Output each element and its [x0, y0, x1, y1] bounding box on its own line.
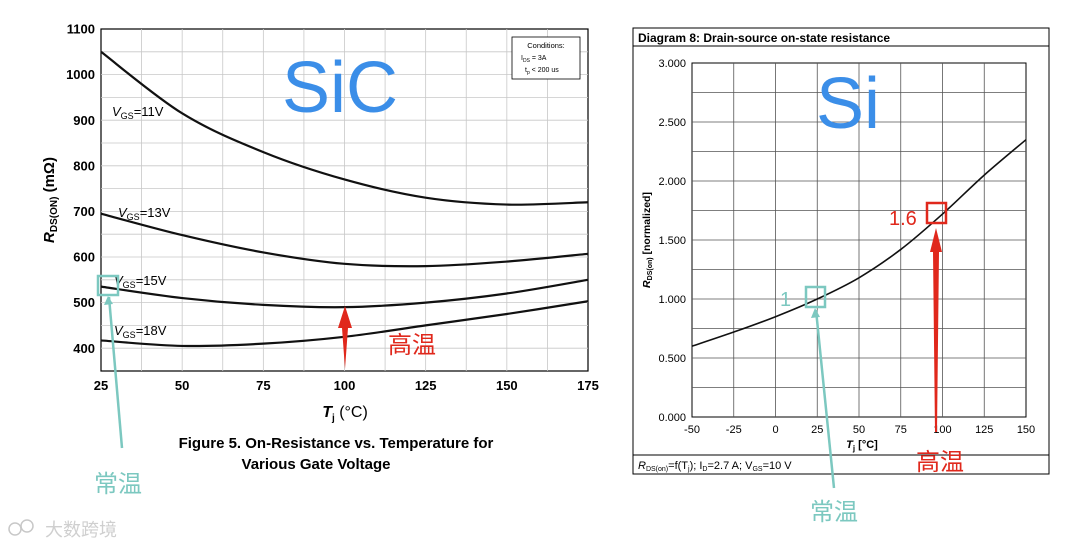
y-tick-label: 3.000	[658, 58, 686, 70]
watermark-logo-icon	[8, 522, 22, 536]
si-high-temp-value-label: 1.6	[889, 208, 917, 230]
sic-high-temp-arrow	[338, 306, 352, 369]
y-tick-label: 500	[73, 295, 95, 310]
si-high-temp-marker	[925, 201, 948, 225]
x-tick-label: 100	[933, 424, 951, 436]
si-room-temp-value-label: 1	[780, 289, 791, 311]
conditions-id: IDS = 3A	[521, 55, 547, 64]
x-tick-label: 50	[175, 378, 189, 393]
si-room-temp-arrowhead	[811, 308, 820, 318]
y-tick-label: 0.000	[658, 412, 686, 424]
x-tick-label: 75	[256, 378, 270, 393]
y-tick-label: 1100	[67, 22, 95, 37]
x-tick-label: 125	[415, 378, 437, 393]
series-line-0	[100, 50, 589, 206]
si-x-axis-label: Tj [°C]	[846, 439, 878, 453]
curve-label-vgs13: VGS=13V	[118, 205, 171, 222]
si-room-temp-marker	[804, 285, 827, 309]
y-tick-label: 1000	[66, 67, 95, 82]
x-tick-label: 125	[975, 424, 993, 436]
y-tick-label: 2.000	[658, 176, 686, 188]
y-tick-label: 700	[73, 204, 95, 219]
series-line-1	[100, 212, 589, 268]
y-tick-label: 600	[73, 250, 95, 265]
curve-label-vgs11: VGS=11V	[112, 104, 164, 121]
sic-gridlines	[101, 29, 588, 371]
figure-caption-line2: Various Gate Voltage	[242, 456, 391, 473]
x-tick-label: 75	[895, 424, 907, 436]
si-x-tick-labels: -50 -25 0 25 50 75 100 125 150	[684, 424, 1035, 436]
sic-x-tick-labels: 25 50 75 100 125 150 175	[94, 378, 599, 393]
sic-high-temp-label: 高温	[388, 332, 436, 359]
si-footer-conditions: RDS(on)=f(Tj); ID=2.7 A; VGS=10 V	[638, 460, 792, 473]
series-line-2	[100, 278, 589, 309]
x-tick-label: 25	[811, 424, 823, 436]
conditions-title: Conditions:	[527, 41, 565, 50]
si-chart: Diagram 8: Drain-source on-state resista…	[632, 27, 1050, 526]
sic-room-temp-arrowhead	[104, 296, 113, 305]
curve-label-vgs15: VGS=15V	[114, 273, 167, 290]
conditions-tp: tp < 200 us	[525, 67, 559, 76]
series-line-0	[691, 139, 1027, 347]
x-tick-label: 0	[772, 424, 778, 436]
sic-room-temp-label: 常温	[94, 471, 142, 498]
watermark-text: 大数跨境	[45, 520, 117, 540]
si-gridlines	[692, 63, 1026, 417]
x-tick-label: 150	[1017, 424, 1035, 436]
si-high-temp-arrow	[930, 228, 942, 432]
si-series-group	[691, 139, 1027, 347]
sic-room-temp-marker	[96, 274, 120, 297]
x-tick-label: 25	[94, 378, 108, 393]
si-title: Diagram 8: Drain-source on-state resista…	[638, 31, 890, 45]
si-room-temp-pointer	[814, 309, 836, 489]
y-tick-label: 400	[73, 341, 95, 356]
y-tick-label: 800	[73, 158, 95, 173]
x-tick-label: 100	[334, 378, 356, 393]
si-room-temp-label: 常温	[810, 499, 858, 526]
si-y-axis-label: RDS(on) [normalized]	[641, 192, 654, 288]
y-tick-label: 900	[73, 113, 95, 128]
x-tick-label: 50	[853, 424, 865, 436]
y-tick-label: 1.500	[658, 235, 686, 247]
watermark: 大数跨境	[8, 519, 117, 540]
x-tick-label: 175	[577, 378, 599, 393]
si-high-temp-label: 高温	[916, 449, 964, 476]
conditions-box: Conditions: IDS = 3A tp < 200 us	[511, 36, 581, 80]
y-tick-label: 0.500	[658, 353, 686, 365]
y-tick-label: 2.500	[658, 117, 686, 129]
x-tick-label: -50	[684, 424, 700, 436]
si-big-label: Si	[816, 64, 880, 144]
sic-big-label: SiC	[282, 48, 398, 128]
x-tick-label: 150	[496, 378, 518, 393]
si-y-tick-labels: 0.000 0.500 1.000 1.500 2.000 2.500 3.000	[658, 58, 686, 424]
figure-caption-line1: Figure 5. On-Resistance vs. Temperature …	[179, 435, 494, 452]
sic-y-axis-label: RDS(ON) (mΩ)	[41, 157, 60, 243]
curve-label-vgs18: VGS=18V	[114, 323, 167, 340]
y-tick-label: 1.000	[658, 294, 686, 306]
sic-y-tick-labels: 400 500 600 700 800 900 1000 1100	[66, 22, 95, 356]
x-tick-label: -25	[726, 424, 742, 436]
sic-room-temp-pointer	[107, 296, 124, 449]
sic-chart: 400 500 600 700 800 900 1000 1100 25 50 75 100 125 1…	[41, 22, 599, 498]
sic-x-axis-label: Tj (°C)	[322, 404, 368, 424]
